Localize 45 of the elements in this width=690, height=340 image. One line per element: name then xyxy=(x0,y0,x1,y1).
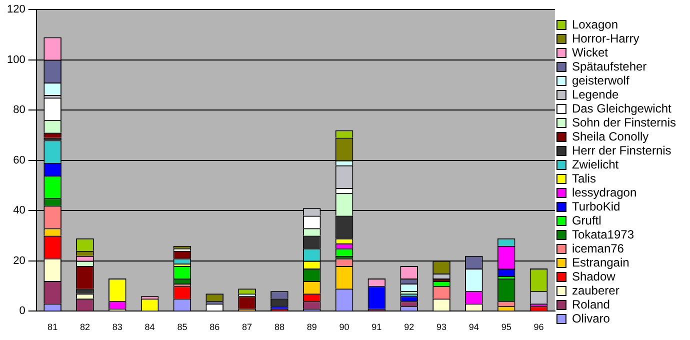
legend-label: TurboKid xyxy=(572,199,620,214)
legend-label: lessydragon xyxy=(572,185,637,200)
x-tick-label: 85 xyxy=(177,322,188,332)
y-tick-label: 40 xyxy=(13,204,26,217)
legend-label: Estrangain xyxy=(572,255,630,270)
x-tick-label: 86 xyxy=(210,322,220,332)
legend-label: Gruftl xyxy=(572,213,602,228)
legend-label: iceman76 xyxy=(572,241,624,256)
legend-label: Wicket xyxy=(572,45,609,60)
x-tick-label: 81 xyxy=(48,322,58,332)
x-tick-label: 96 xyxy=(534,322,544,332)
legend-label: Herr der Finsternis xyxy=(572,143,672,158)
legend-label: Tokata1973 xyxy=(572,227,634,242)
x-tick-label: 88 xyxy=(274,322,284,332)
legend-label: Shadow xyxy=(572,269,616,284)
x-tick-label: 92 xyxy=(404,322,414,332)
legend-label: Legende xyxy=(572,87,619,102)
y-tick-label: 80 xyxy=(13,104,26,116)
legend-label: Horror-Harry xyxy=(572,31,640,46)
legend-label: Loxagon xyxy=(572,17,618,32)
legend-label: Olivaro xyxy=(572,311,610,326)
x-tick-label: 83 xyxy=(112,322,122,332)
y-tick-label: 60 xyxy=(13,154,26,166)
x-tick-label: 95 xyxy=(501,322,512,332)
x-tick-label: 87 xyxy=(242,322,252,332)
legend-label: Sheila Conolly xyxy=(572,129,649,144)
legend-label: Zwielicht xyxy=(572,157,620,172)
x-tick-label: 93 xyxy=(436,322,447,332)
y-tick-label: 20 xyxy=(13,254,26,267)
y-tick-label: 120 xyxy=(6,4,26,16)
x-tick-label: 84 xyxy=(144,322,155,332)
legend-label: Spätaufsteher xyxy=(572,59,647,74)
legend-label: Das Gleichgewicht xyxy=(572,101,672,116)
legend-label: Sohn der Finsternis xyxy=(572,115,676,130)
y-tick-label: 0 xyxy=(19,305,26,318)
legend-label: Roland xyxy=(572,297,610,312)
x-tick-label: 89 xyxy=(306,322,317,332)
legend-label: zauberer xyxy=(572,283,620,298)
x-tick-label: 82 xyxy=(80,322,90,332)
legend-label: Talis xyxy=(572,171,596,186)
legend-label: geisterwolf xyxy=(572,73,630,88)
y-tick-label: 100 xyxy=(6,54,26,66)
x-tick-label: 94 xyxy=(468,322,479,332)
x-tick-label: 90 xyxy=(339,322,350,332)
x-tick-label: 91 xyxy=(372,322,382,332)
